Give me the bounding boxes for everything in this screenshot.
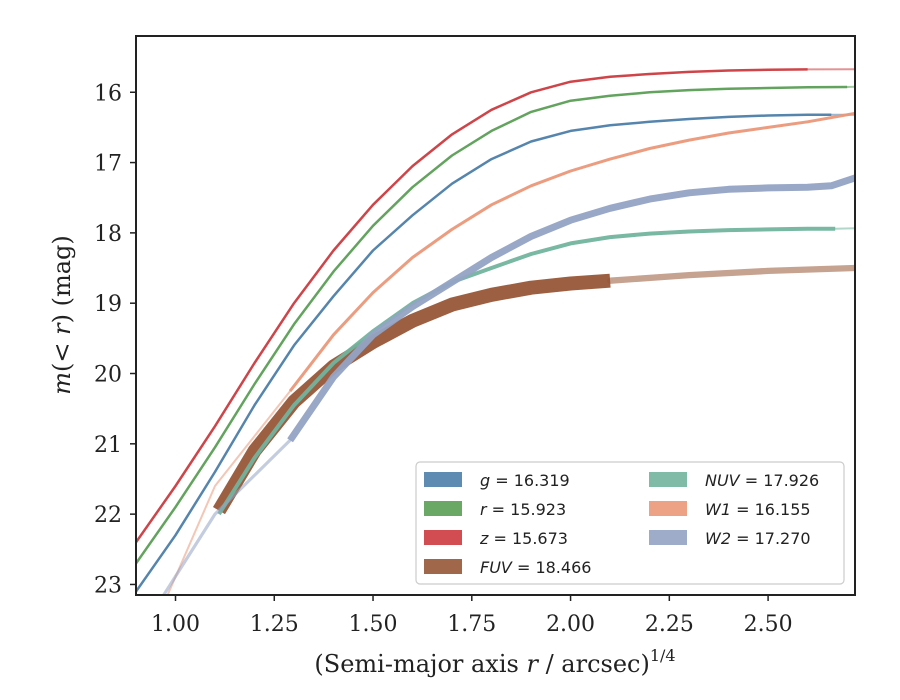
x-tick-label: 2.25 xyxy=(645,612,694,637)
y-tick-label: 21 xyxy=(94,433,122,458)
legend-swatch-r xyxy=(424,501,462,516)
legend-label-nuv: NUV = 17.926 xyxy=(705,471,819,490)
legend-swatch-g xyxy=(424,472,462,487)
series-line-w2 xyxy=(287,174,855,443)
series-extension-w1 xyxy=(166,390,292,595)
series-line-nuv xyxy=(217,226,836,516)
x-tick-label: 2.50 xyxy=(744,612,793,637)
legend-label-z: z = 15.673 xyxy=(479,529,568,548)
x-tick-label: 1.50 xyxy=(349,612,398,637)
y-tick-label: 22 xyxy=(94,503,122,528)
legend-label-w1: W1 = 16.155 xyxy=(705,500,811,519)
legend-box xyxy=(415,461,845,585)
series-extension-w2 xyxy=(162,438,292,595)
y-axis-label: m(< r) (mag) xyxy=(48,235,76,395)
series-extension-fuv xyxy=(606,264,855,284)
x-tick-label: 2.00 xyxy=(546,612,595,637)
y-tick-label: 20 xyxy=(94,363,122,388)
x-tick-label: 1.25 xyxy=(250,612,299,637)
legend-swatch-nuv xyxy=(649,472,687,487)
legend-swatch-z xyxy=(424,530,462,545)
series-line-r xyxy=(136,85,848,565)
legend-swatch-fuv xyxy=(424,559,462,574)
y-tick-label: 17 xyxy=(94,152,122,177)
x-axis-ticks: 1.00 1.25 1.50 1.75 2.00 2.25 2.50 xyxy=(151,595,793,637)
series-line-g xyxy=(136,113,832,593)
series-line-fuv xyxy=(212,273,611,515)
series-lines xyxy=(136,68,855,595)
y-axis-ticks: 16 17 18 19 20 21 22 23 xyxy=(94,81,136,598)
y-tick-label: 23 xyxy=(94,573,122,598)
y-tick-label: 19 xyxy=(94,292,122,317)
plot-frame xyxy=(135,35,856,596)
legend-swatch-w1 xyxy=(649,501,687,516)
series-line-z xyxy=(136,68,808,544)
y-tick-label: 16 xyxy=(94,81,122,106)
series-line-w1 xyxy=(288,111,855,393)
x-tick-label: 1.75 xyxy=(447,612,496,637)
legend-label-g: g = 16.319 xyxy=(480,471,570,490)
legend-swatch-w2 xyxy=(649,530,687,545)
x-tick-label: 1.00 xyxy=(151,612,200,637)
legend: g = 16.319 r = 15.923 z = 15.673 FUV = 18.4… xyxy=(415,461,845,585)
x-axis-label: (Semi-major axis r / arcsec)1/4 xyxy=(314,646,675,678)
legend-label-r: r = 15.923 xyxy=(480,500,566,519)
y-tick-label: 18 xyxy=(94,222,122,247)
legend-label-fuv: FUV = 18.466 xyxy=(480,558,591,577)
legend-label-w2: W2 = 17.270 xyxy=(705,529,811,548)
